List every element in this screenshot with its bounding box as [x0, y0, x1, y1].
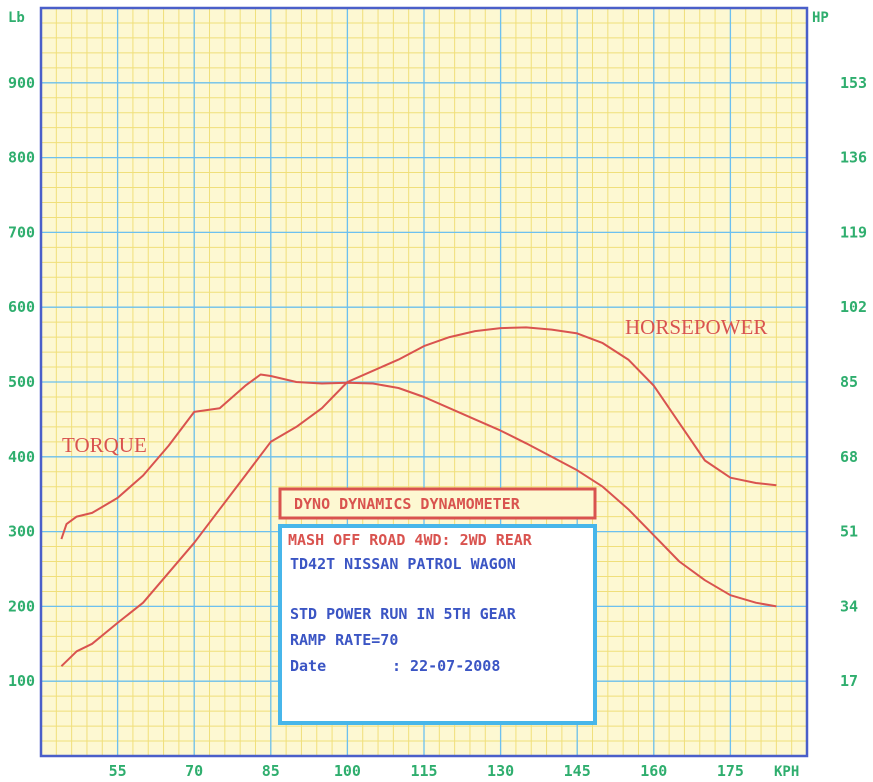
- plot-frame: [39, 6, 809, 758]
- left-tick-label: 800: [8, 149, 35, 167]
- torque-label: TORQUE: [62, 433, 147, 457]
- right-tick-label: 153: [840, 74, 867, 92]
- dyno-title-box: DYNO DYNAMICS DYNAMOMETER: [278, 487, 597, 520]
- x-tick-label: 70: [185, 762, 203, 780]
- left-tick-label: 300: [8, 523, 35, 541]
- x-tick-labels: 55 70 85 100 115 130 145 160 175: [109, 762, 744, 780]
- left-tick-label: 600: [8, 298, 35, 316]
- run-info-box: MASH OFF ROAD 4WD: 2WD REAR TD42T NISSAN…: [278, 524, 597, 725]
- right-tick-label: 119: [840, 223, 867, 241]
- right-tick-label: 17: [840, 672, 858, 690]
- dyno-title-text: DYNO DYNAMICS DYNAMOMETER: [294, 495, 521, 513]
- x-tick-label: 100: [334, 762, 361, 780]
- right-tick-label: 51: [840, 523, 858, 541]
- right-axis-unit: HP: [812, 10, 829, 26]
- left-tick-label: 400: [8, 448, 35, 466]
- left-axis-unit: Lb: [8, 10, 25, 26]
- horsepower-curve: [60, 326, 777, 667]
- vehicle-model-line: TD42T NISSAN PATROL WAGON: [290, 555, 516, 573]
- date-label: Date: [290, 657, 326, 675]
- left-tick-labels: 100 200 300 400 500 600 700 800 900: [8, 74, 35, 690]
- run-type-line: STD POWER RUN IN 5TH GEAR: [290, 605, 517, 623]
- curves: [60, 326, 777, 667]
- x-axis-unit: KPH: [774, 764, 799, 780]
- right-tick-label: 34: [840, 597, 858, 615]
- left-tick-label: 100: [8, 672, 35, 690]
- right-tick-label: 68: [840, 448, 858, 466]
- x-tick-label: 85: [262, 762, 280, 780]
- right-tick-labels: 17 34 51 68 85 102 119 136 153: [840, 74, 867, 690]
- x-tick-label: 145: [564, 762, 591, 780]
- x-tick-label: 175: [717, 762, 744, 780]
- torque-curve: [60, 373, 777, 608]
- date-value: : 22-07-2008: [392, 657, 500, 675]
- horsepower-label: HORSEPOWER: [625, 315, 767, 339]
- left-tick-label: 500: [8, 373, 35, 391]
- left-tick-label: 900: [8, 74, 35, 92]
- vehicle-owner-line: MASH OFF ROAD 4WD: 2WD REAR: [288, 531, 533, 549]
- left-tick-label: 700: [8, 223, 35, 241]
- right-tick-label: 136: [840, 149, 867, 167]
- right-tick-label: 85: [840, 373, 858, 391]
- x-tick-label: 55: [109, 762, 127, 780]
- ramp-rate-line: RAMP RATE=70: [290, 631, 398, 649]
- x-tick-label: 115: [410, 762, 437, 780]
- x-tick-label: 130: [487, 762, 514, 780]
- left-tick-label: 200: [8, 597, 35, 615]
- right-tick-label: 102: [840, 298, 867, 316]
- x-tick-label: 160: [640, 762, 667, 780]
